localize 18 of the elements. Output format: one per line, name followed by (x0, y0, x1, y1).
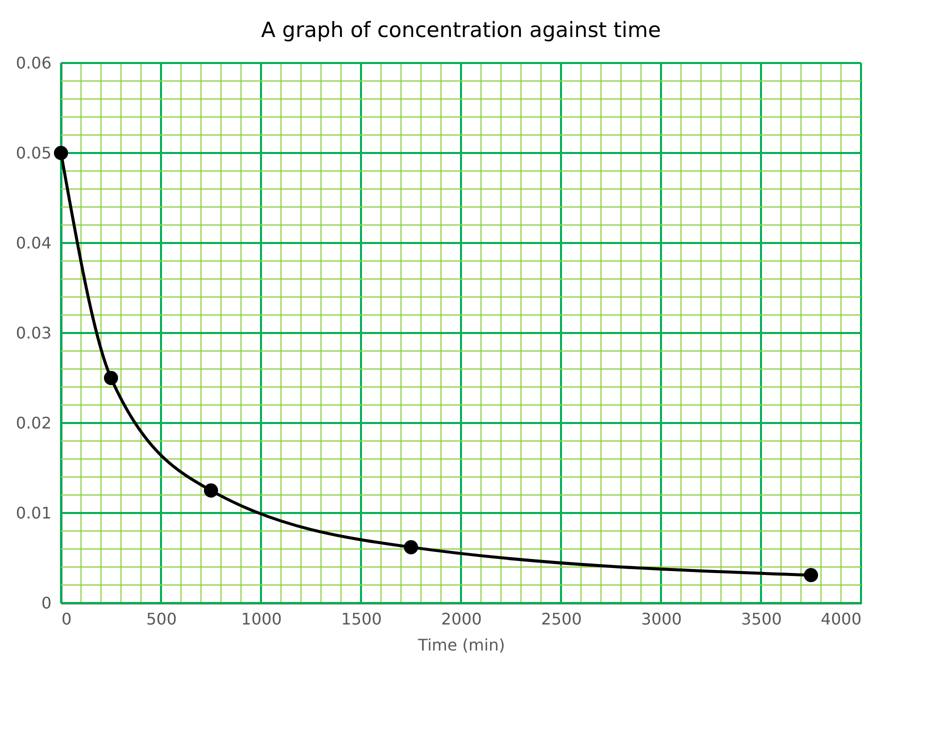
x-tick-label: 3500 (741, 610, 782, 628)
y-tick-label: 0.05 (16, 144, 52, 162)
y-tick-label: 0 (41, 594, 52, 612)
x-tick-label: 1000 (241, 610, 282, 628)
y-tick-label: 0.02 (16, 414, 52, 432)
y-tick-label: 0.04 (16, 234, 52, 252)
y-tick-label: 0.01 (16, 504, 52, 522)
x-tick-label: 2000 (441, 610, 482, 628)
x-tick-label: 2500 (541, 610, 582, 628)
x-tick-label: 4000 (820, 610, 862, 628)
x-tick-label: 0 (62, 610, 72, 628)
x-tick-label: 1500 (341, 610, 382, 628)
x-tick-label: 500 (146, 610, 177, 628)
y-tick-label: 0.06 (16, 54, 52, 72)
y-tick-label: 0.03 (16, 324, 52, 342)
x-tick-label: 3000 (641, 610, 682, 628)
x-axis-title: Time (min) (417, 636, 505, 654)
chart-title: A graph of concentration against time (261, 18, 661, 42)
